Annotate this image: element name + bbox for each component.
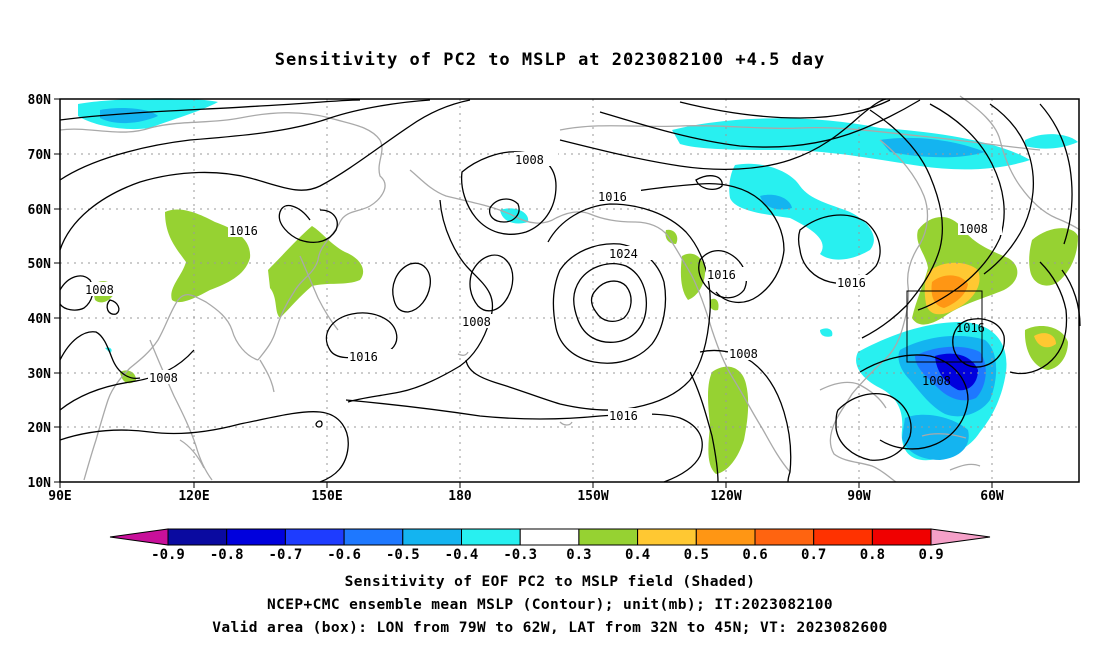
caption-line-1: Sensitivity of EOF PC2 to MSLP field (Sh… [344, 574, 756, 590]
contour-label: 1008 [462, 315, 491, 329]
lon-label-90e: 90E [48, 489, 71, 504]
lat-label-10n: 10N [28, 476, 52, 491]
lon-label-120e: 120E [178, 489, 209, 504]
lat-label-30n: 30N [28, 367, 52, 382]
colorbar-box [226, 528, 286, 546]
neg-patch-canada-core [880, 137, 985, 158]
colorbar: -0.9 -0.8 -0.7 -0.6 -0.5 -0.4 -0.3 0.3 0.4 0.5 0.6… [109, 528, 991, 563]
lon-label-180: 180 [448, 489, 472, 504]
contour-label: 1016 [609, 409, 638, 423]
contour-label: 1016 [229, 224, 258, 238]
lat-label-40n: 40N [28, 312, 52, 327]
neg-patch-north-pacific-core [100, 108, 158, 124]
lat-label-70n: 70N [28, 148, 52, 163]
colorbar-box [343, 528, 404, 546]
contour-label: 1016 [598, 190, 627, 204]
colorbar-low-arrow [109, 528, 169, 546]
pos-patch-greenland-south [1029, 228, 1078, 286]
colorbar-label: 0.5 [684, 547, 709, 563]
contour-label: 1008 [959, 222, 988, 236]
colorbar-boxes [167, 528, 932, 546]
contour-label: 1008 [515, 153, 544, 167]
pos-patch-baja [709, 298, 719, 311]
contour-label: 1016 [837, 276, 866, 290]
colorbar-box [284, 528, 345, 546]
colorbar-label: -0.5 [386, 547, 420, 563]
colorbar-box [754, 528, 815, 546]
neg-patch-gulf [820, 328, 833, 337]
colorbar-box [402, 528, 462, 546]
colorbar-label: 0.9 [918, 547, 943, 563]
colorbar-box [813, 528, 873, 546]
lon-label-150w: 150W [577, 489, 608, 504]
caption-line-2: NCEP+CMC ensemble mean MSLP (Contour); u… [266, 597, 834, 613]
pos-patch-atlantic-east-yellow [1034, 333, 1056, 348]
lat-label-50n: 50N [28, 257, 52, 272]
neg-patch-ak-core [760, 194, 792, 210]
contour-label: 1008 [729, 347, 758, 361]
contour-labels: 1008 1016 1024 1008 1016 1008 1016 1016 … [84, 152, 1002, 423]
colorbar-label: -0.9 [151, 547, 185, 563]
longitude-labels: 90E 120E 150E 180 150W 120W 90W 60W [48, 489, 1004, 504]
colorbar-label: -0.7 [269, 547, 303, 563]
latitude-labels: 80N 70N 60N 50N 40N 30N 20N 10N [28, 93, 52, 491]
colorbar-label: -0.8 [210, 547, 244, 563]
pos-patch-mexico [708, 366, 749, 474]
colorbar-box [519, 528, 580, 546]
colorbar-box [578, 528, 639, 546]
colorbar-label: 0.7 [801, 547, 826, 563]
colorbar-labels: -0.9 -0.8 -0.7 -0.6 -0.5 -0.4 -0.3 0.3 0.4 0.5 0.6… [151, 547, 944, 563]
contour-label: 1016 [707, 268, 736, 282]
contour-label: 1008 [85, 283, 114, 297]
colorbar-box [637, 528, 697, 546]
lon-label-90w: 90W [847, 489, 871, 504]
coastlines [59, 95, 1081, 483]
pos-patch-bc [665, 229, 678, 244]
contour-label: 1024 [609, 247, 638, 261]
colorbar-box [871, 528, 932, 546]
axis-ticks [54, 98, 993, 488]
colorbar-label: 0.3 [566, 547, 591, 563]
colorbar-label: -0.4 [445, 547, 479, 563]
contour-label: 1008 [922, 374, 951, 388]
colorbar-box [167, 528, 228, 546]
colorbar-label: -0.6 [327, 547, 361, 563]
colorbar-label: -0.3 [503, 547, 537, 563]
contour-label: 1016 [349, 350, 378, 364]
colorbar-label: 0.4 [625, 547, 650, 563]
lat-label-60n: 60N [28, 203, 52, 218]
lat-label-20n: 20N [28, 421, 52, 436]
valid-area-box [906, 290, 983, 363]
lon-label-60w: 60W [980, 489, 1004, 504]
lon-label-120w: 120W [710, 489, 741, 504]
colorbar-box [695, 528, 756, 546]
colorbar-label: 0.6 [742, 547, 767, 563]
lat-label-80n: 80N [28, 93, 52, 108]
colorbar-label: 0.8 [860, 547, 885, 563]
colorbar-high-arrow [930, 528, 991, 546]
colorbar-box [461, 528, 521, 546]
neg-patch-alaska [729, 163, 874, 260]
contour-label: 1008 [149, 371, 178, 385]
lon-label-150e: 150E [311, 489, 342, 504]
contour-label: 1016 [956, 321, 985, 335]
plot-title: Sensitivity of PC2 to MSLP at 2023082100… [274, 50, 826, 70]
caption-line-3: Valid area (box): LON from 79W to 62W, L… [212, 620, 888, 636]
map-frame [59, 98, 1080, 483]
